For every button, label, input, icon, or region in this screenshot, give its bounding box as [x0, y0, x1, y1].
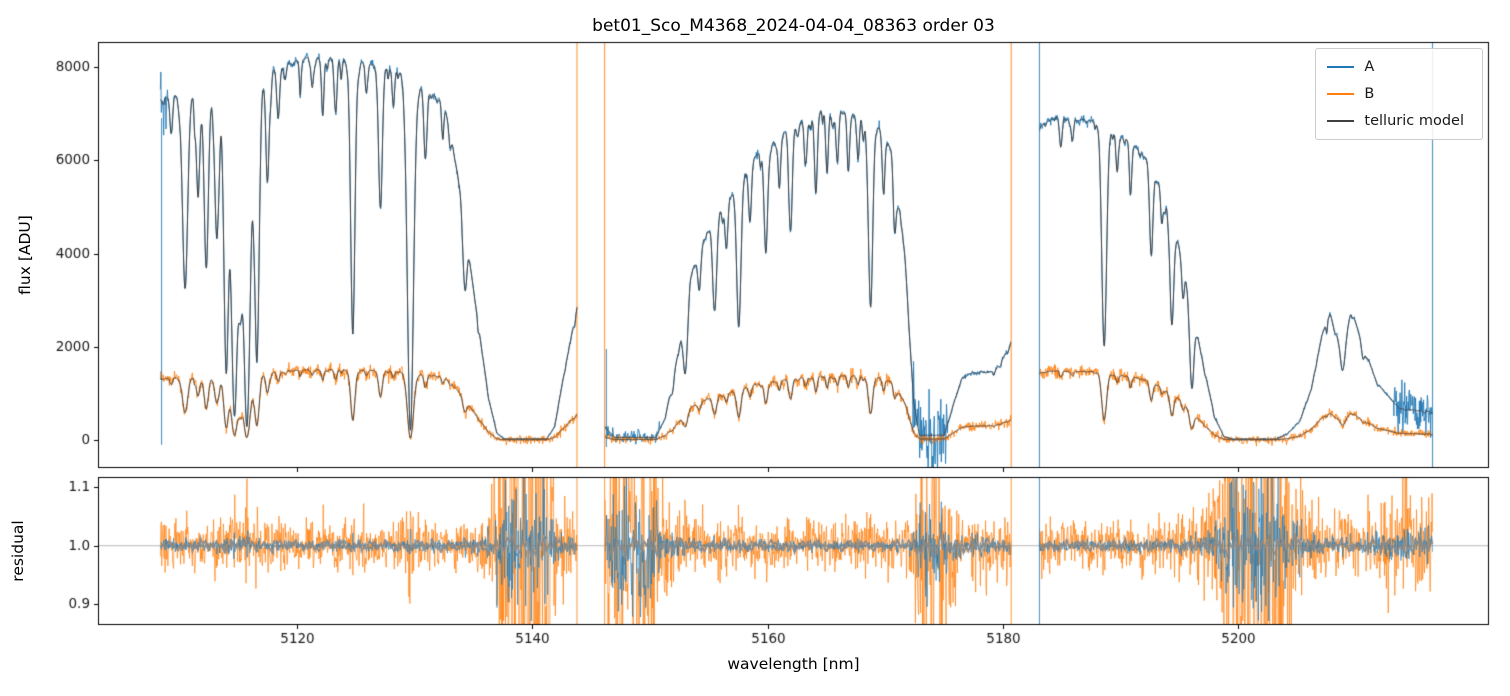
wavelength-axis-label: wavelength [nm] — [727, 655, 860, 673]
legend-label-a: A — [1364, 59, 1375, 75]
residual-axis-label: residual — [9, 520, 27, 582]
legend-line-b-icon — [1327, 93, 1355, 95]
legend: A B telluric model — [1315, 48, 1483, 140]
legend-label-b: B — [1364, 86, 1375, 102]
flux-axis-label: flux [ADU] — [16, 215, 34, 295]
legend-entry-b: B — [1327, 84, 1464, 104]
legend-line-a-icon — [1327, 66, 1355, 68]
legend-entry-telluric: telluric model — [1327, 111, 1464, 131]
legend-line-telluric-icon — [1327, 120, 1355, 122]
legend-entry-a: A — [1327, 57, 1464, 77]
legend-label-telluric: telluric model — [1364, 113, 1464, 129]
plot-title: bet01_Sco_M4368_2024-04-04_08363 order 0… — [592, 16, 995, 36]
